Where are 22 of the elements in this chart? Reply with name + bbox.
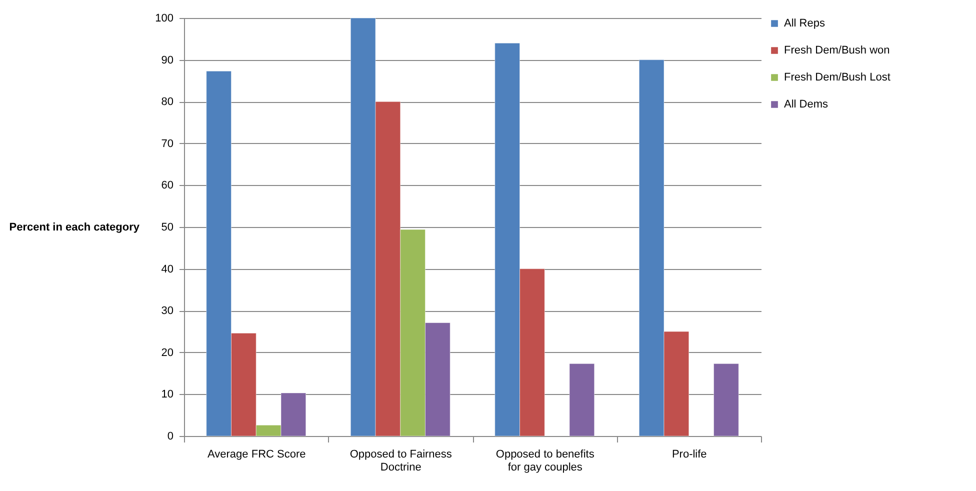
y-tick-label: 100 bbox=[155, 12, 174, 24]
legend-label: All Reps bbox=[784, 18, 826, 30]
y-axis-title: Percent in each category bbox=[9, 222, 140, 234]
y-tick-label: 20 bbox=[161, 346, 174, 359]
y-tick-label: 60 bbox=[161, 180, 174, 192]
legend-label: All Dems bbox=[784, 98, 829, 110]
y-tick-label: 10 bbox=[161, 388, 174, 401]
x-tick-label: Opposed to Fairness Doctrine bbox=[350, 448, 452, 474]
x-tick-label: Average FRC Score bbox=[208, 448, 306, 460]
y-tick-label: 80 bbox=[161, 96, 174, 108]
y-tick-label: 30 bbox=[161, 305, 174, 318]
y-tick-label: 50 bbox=[161, 222, 174, 234]
bar bbox=[569, 363, 595, 436]
y-tick-label: 90 bbox=[161, 54, 174, 66]
x-tick-label: Pro-life bbox=[672, 448, 707, 460]
x-tick-label: Opposed to benefits for gay couples bbox=[496, 448, 595, 474]
y-tick-label: 40 bbox=[161, 263, 174, 276]
bar bbox=[713, 363, 739, 436]
y-tick-label: 70 bbox=[161, 138, 174, 150]
legend-label: Fresh Dem/Bush won bbox=[784, 44, 890, 56]
y-tick-label: 0 bbox=[167, 430, 174, 442]
legend-label: Fresh Dem/Bush Lost bbox=[784, 72, 890, 84]
